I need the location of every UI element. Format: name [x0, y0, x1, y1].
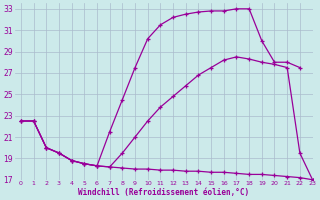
- X-axis label: Windchill (Refroidissement éolien,°C): Windchill (Refroidissement éolien,°C): [78, 188, 249, 197]
